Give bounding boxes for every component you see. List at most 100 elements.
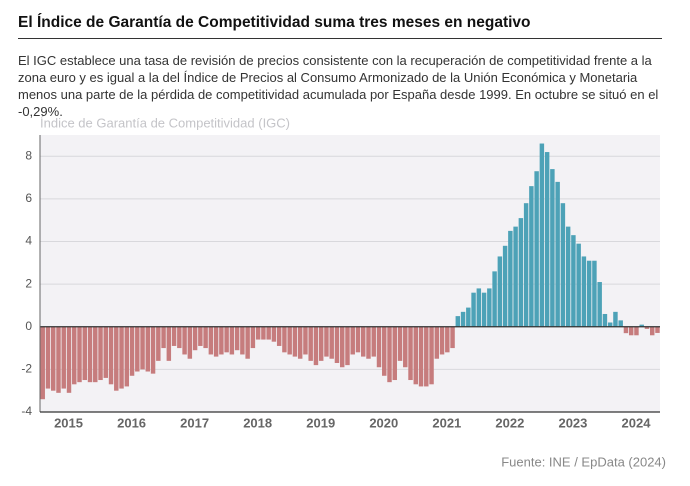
bar [418,326,424,387]
bar [382,326,387,376]
bar [655,326,660,333]
bar [261,326,266,340]
bar [634,326,639,336]
bar [40,326,45,400]
bar [613,311,618,327]
bar [45,326,51,389]
bar [481,292,487,327]
source: Fuente: INE / EpData (2024) [501,454,666,469]
bar [66,326,72,393]
y-tick-label: 0 [25,319,32,333]
bar [150,326,156,374]
bar [565,226,571,327]
bar [61,326,66,389]
y-tick-label: -4 [21,404,32,418]
bar [592,260,597,327]
bar [266,326,271,340]
bar [581,256,587,327]
bar [649,326,655,336]
bar [87,326,93,383]
bar [607,322,613,327]
chart-title: El Índice de Garantía de Competitividad … [18,14,662,39]
bar [539,143,545,327]
bar [518,218,524,327]
bar [555,181,560,327]
bar [455,316,461,327]
bar [187,326,193,359]
bar [308,326,313,361]
bar [234,326,240,351]
bar [329,326,334,359]
y-tick-label: -2 [21,362,32,376]
bar [623,326,629,334]
bar [628,326,634,336]
bar [450,326,455,349]
bar [219,326,224,355]
bar [424,326,429,387]
bar [145,326,151,372]
x-tick-label: 2024 [622,415,652,430]
bar [366,326,371,359]
bar [334,326,340,363]
x-tick-label: 2015 [54,415,83,430]
bar [282,326,287,353]
bar [177,326,182,349]
bar [571,235,576,327]
bar [371,326,376,357]
bar [339,326,345,368]
bar [82,326,87,381]
bar [203,326,208,349]
bar [392,326,397,381]
bar [439,326,445,355]
bar [98,326,103,381]
bar [229,326,235,355]
bar [445,326,450,353]
bar [460,311,466,327]
bar [413,326,419,385]
bar [213,326,219,357]
bar [408,326,413,381]
bar [303,326,308,355]
bar [429,326,434,385]
bar [576,243,581,327]
bar [497,256,503,327]
bar [271,326,277,342]
bar [476,288,482,327]
x-tick-label: 2020 [369,415,398,430]
bar [492,271,497,327]
y-tick-label: 6 [25,191,32,205]
x-tick-label: 2018 [243,415,272,430]
bar [602,313,608,327]
bar [508,230,513,327]
bar [297,326,303,359]
bar [182,326,187,355]
bar [56,326,61,393]
bar [287,326,292,355]
bar [119,326,124,389]
bar [466,307,471,327]
bar [208,326,214,355]
bar [114,326,119,391]
bar [529,186,534,327]
y-tick-label: 4 [25,234,32,248]
x-tick-label: 2017 [180,415,209,430]
bar [161,326,166,349]
bar [224,326,229,353]
x-tick-label: 2022 [495,415,524,430]
bar [639,324,644,327]
bar [550,169,555,327]
bar [361,326,366,357]
bar [108,326,114,385]
bar [387,326,392,383]
bar [434,326,440,359]
bar [534,171,539,327]
bar [192,326,198,351]
bar [72,326,77,385]
bar [471,292,476,327]
chart-subtitle: El IGC establece una tasa de revisión de… [18,53,659,119]
bar [129,326,135,376]
bar [156,326,161,361]
bar [586,260,592,327]
bar [245,326,250,359]
bar [292,326,298,357]
